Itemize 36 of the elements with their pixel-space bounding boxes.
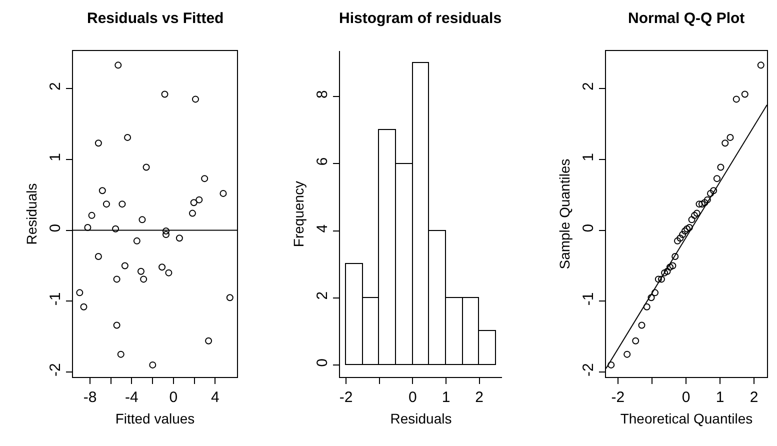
y-tick-label: -1 xyxy=(580,292,597,306)
y-tick-label: 1 xyxy=(580,153,597,162)
x-tick-label: 0 xyxy=(169,389,178,406)
x-axis-title: Fitted values xyxy=(115,410,195,426)
x-axis-title: Residuals xyxy=(390,410,452,426)
x-tick-label: 0 xyxy=(408,389,417,406)
x-tick-label: -4 xyxy=(125,389,138,406)
y-tick-label: 2 xyxy=(580,82,597,90)
x-tick-label: 0 xyxy=(682,389,690,406)
chart-title: Normal Q-Q Plot xyxy=(628,10,745,27)
y-axis-title: Sample Quantiles xyxy=(556,158,573,270)
x-tick-label: -2 xyxy=(611,389,625,406)
x-tick-label: 4 xyxy=(210,389,220,406)
x-tick-label: -8 xyxy=(83,389,97,406)
y-tick-label: -2 xyxy=(47,363,64,376)
y-axis-title: Frequency xyxy=(290,180,307,248)
y-tick-label: 0 xyxy=(314,358,331,367)
chart-title: Histogram of residuals xyxy=(339,10,502,27)
x-axis-title: Theoretical Quantiles xyxy=(620,410,753,426)
y-tick-label: -2 xyxy=(580,363,597,376)
x-tick-label: -2 xyxy=(339,389,353,406)
chart-title: Residuals vs Fitted xyxy=(87,10,224,27)
y-tick-label: 8 xyxy=(314,90,331,99)
y-tick-label: -1 xyxy=(47,292,64,306)
x-tick-label: 1 xyxy=(716,389,724,406)
y-tick-label: 2 xyxy=(47,82,64,90)
y-tick-label: 4 xyxy=(314,224,331,233)
x-tick-label: 1 xyxy=(442,389,450,406)
y-axis-title: Residuals xyxy=(24,183,40,245)
y-tick-label: 0 xyxy=(47,224,64,232)
y-tick-label: 2 xyxy=(314,291,331,300)
y-tick-label: 6 xyxy=(314,157,331,166)
x-tick-label: 2 xyxy=(475,389,484,406)
x-tick-label: 2 xyxy=(750,389,758,406)
y-tick-label: 0 xyxy=(580,224,597,232)
y-tick-label: 1 xyxy=(47,153,64,162)
